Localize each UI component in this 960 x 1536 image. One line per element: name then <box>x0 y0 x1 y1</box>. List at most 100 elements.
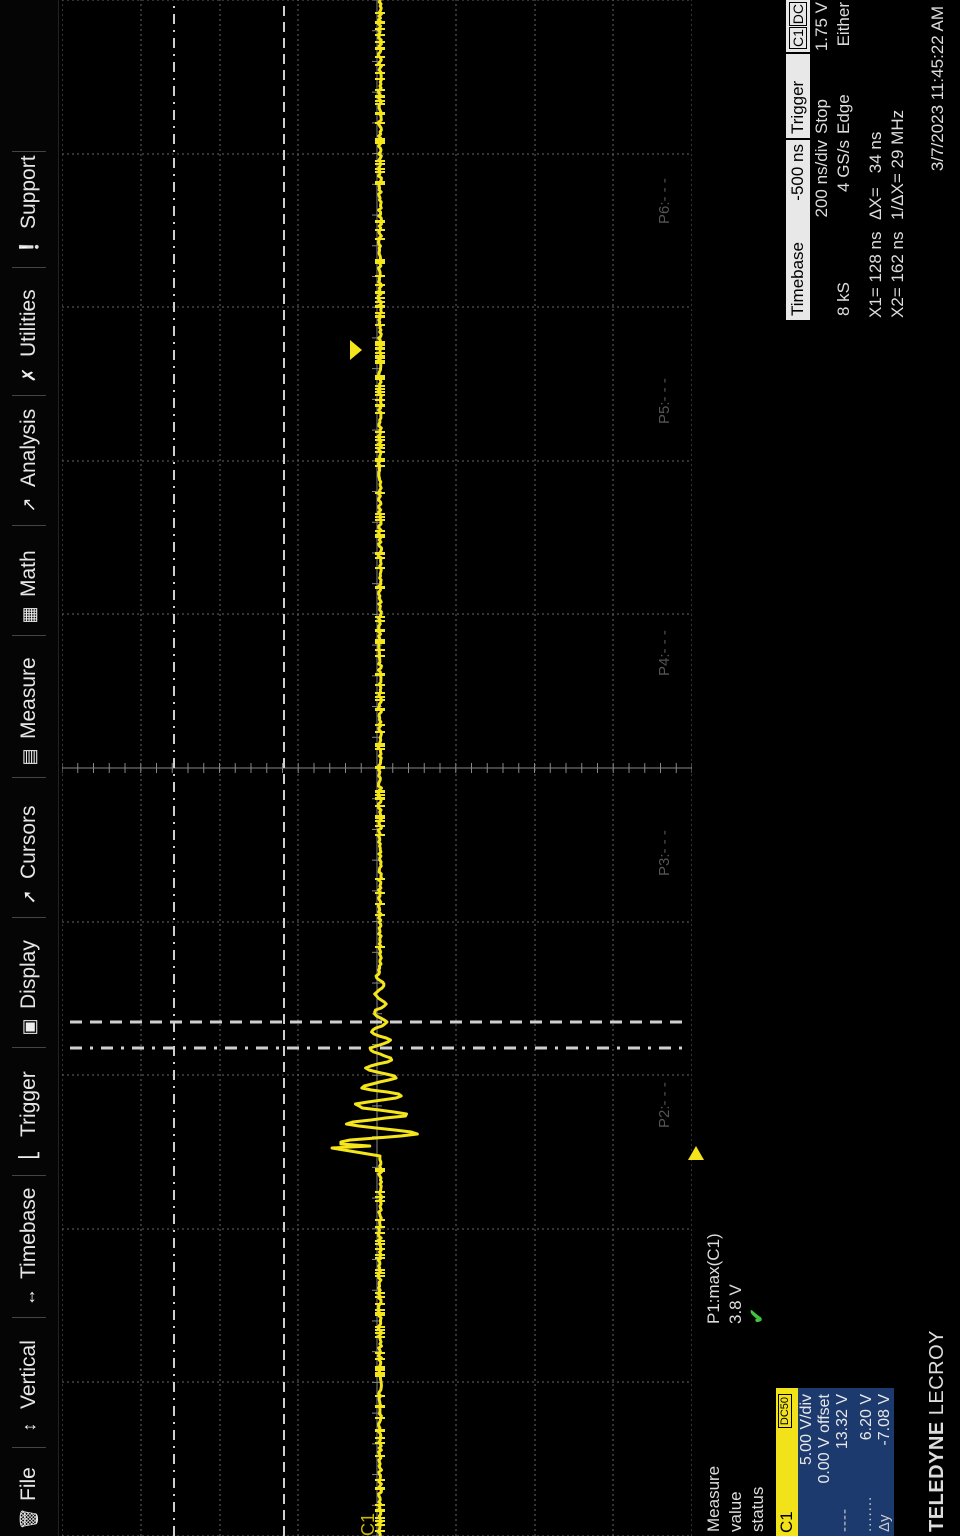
noise-spike <box>375 1479 385 1481</box>
noise-spike <box>375 1524 385 1526</box>
menu-measure[interactable]: ▤ Measure <box>0 657 58 768</box>
cursor-x1: X1= 128 ns <box>866 231 885 319</box>
menu-separator <box>12 635 46 636</box>
noise-spike <box>375 805 385 807</box>
noise-spike <box>375 436 385 438</box>
channel-descriptor-c1[interactable]: C1 DC50 5.00 V/div 0.00 V offset 13.32 V… <box>776 1388 858 1536</box>
noise-spike <box>375 238 385 240</box>
channel-tab: C1 DC50 <box>776 1388 798 1536</box>
noise-spike <box>375 183 385 185</box>
noise-spike <box>375 1437 385 1439</box>
noise-spike <box>375 1530 385 1532</box>
menu-separator <box>12 1317 46 1318</box>
noise-spike <box>375 748 385 750</box>
trigger-edge-icon: ⎣ <box>18 1150 39 1160</box>
checkmark-icon: ✔ <box>747 1308 768 1324</box>
noise-spike <box>375 1219 385 1221</box>
noise-spike <box>375 530 385 532</box>
noise-spike <box>375 1269 385 1271</box>
param-slot-p6: P6:- - - <box>656 178 673 224</box>
timebase-header[interactable]: Timebase -500 ns <box>786 140 810 320</box>
noise-spike <box>375 513 385 515</box>
menu-separator <box>12 1447 46 1448</box>
noise-spike <box>375 89 385 91</box>
menu-separator <box>12 525 46 526</box>
noise-spike <box>375 138 385 140</box>
time-cursors[interactable] <box>70 0 690 1536</box>
menu-trigger[interactable]: ⎣ Trigger <box>0 1071 58 1166</box>
noise-spike <box>375 72 385 74</box>
noise-spike <box>375 767 385 769</box>
utilities-icon: ✗ <box>18 367 39 383</box>
noise-spike <box>375 316 385 318</box>
menu-math[interactable]: ▦ Math <box>0 550 58 626</box>
noise-spike <box>375 465 385 467</box>
noise-spike <box>375 460 385 462</box>
noise-spike <box>375 12 385 14</box>
math-icon: ▦ <box>18 606 39 624</box>
noise-spike <box>375 516 385 518</box>
menu-support[interactable]: ❕ Support <box>17 155 40 259</box>
display-icon: ▣ <box>18 1018 39 1036</box>
noise-spike <box>375 492 385 494</box>
menu-vertical[interactable]: ↕ Vertical <box>0 1340 58 1438</box>
noise-spike <box>375 388 385 390</box>
param-p1-name[interactable]: P1:max(C1) <box>704 1233 723 1324</box>
noise-spike <box>375 1375 385 1377</box>
noise-spike <box>375 745 385 747</box>
noise-spike <box>375 1336 385 1338</box>
noise-spike <box>375 95 385 97</box>
menu-timebase[interactable]: ↔ Timebase <box>17 1187 40 1306</box>
noise-spike <box>375 1254 385 1256</box>
noise-spike <box>375 122 385 124</box>
noise-spike <box>375 1296 385 1298</box>
noise-spike <box>375 1248 385 1250</box>
noise-spike <box>375 362 385 364</box>
menu-separator <box>12 267 46 268</box>
noise-spike <box>375 797 385 799</box>
noise-spike <box>375 275 385 277</box>
menu-file[interactable]: 🗑 File <box>17 1467 40 1531</box>
brand-logo: TELEDYNE LECROY <box>926 1330 948 1532</box>
noise-spike <box>375 616 385 618</box>
cursor-delta-x: ΔX= 34 ns <box>866 131 885 220</box>
menu-cursors[interactable]: ➚ Cursors <box>0 805 58 908</box>
menu-separator <box>12 151 46 152</box>
noise-spike <box>375 1373 385 1375</box>
noise-spike <box>375 297 385 299</box>
noise-spike <box>375 171 385 173</box>
value-row-label: value <box>726 1491 745 1532</box>
noise-spike <box>375 142 385 144</box>
menu-separator <box>12 777 46 778</box>
noise-spike <box>375 355 385 357</box>
trigger-header[interactable]: Trigger <box>786 54 810 138</box>
noise-spike <box>375 1170 385 1172</box>
noise-spike <box>375 1395 385 1397</box>
menu-display[interactable]: ▣ Display <box>0 940 58 1038</box>
noise-spike <box>375 1442 385 1444</box>
horizontal-arrows-icon: ↔ <box>18 1288 39 1306</box>
noise-spike <box>375 903 385 905</box>
noise-spike <box>375 692 385 694</box>
noise-spike <box>375 1406 385 1408</box>
noise-spike <box>375 817 385 819</box>
noise-spike <box>375 1367 385 1369</box>
noise-spike <box>375 557 385 559</box>
noise-spike <box>375 731 385 733</box>
noise-spike <box>375 404 385 406</box>
cursor-readout: X1= 128 ns X2= 162 ns ΔX= 34 ns 1/ΔX= 29… <box>862 0 918 318</box>
menu-separator <box>12 1175 46 1176</box>
noise-spike <box>375 620 385 622</box>
waveform-grid[interactable] <box>62 0 692 1536</box>
menu-analysis[interactable]: ↗ Analysis <box>0 409 58 516</box>
param-slot-p5: P5:- - - <box>656 378 673 424</box>
noise-spike <box>375 103 385 105</box>
noise-spike <box>375 696 385 698</box>
measure-icon: ▤ <box>18 748 39 766</box>
noise-spike <box>375 1232 385 1234</box>
noise-spike <box>375 385 385 387</box>
menu-utilities[interactable]: ✗ Utilities <box>0 289 58 386</box>
noise-spike <box>375 168 385 170</box>
noise-spike <box>375 815 385 817</box>
